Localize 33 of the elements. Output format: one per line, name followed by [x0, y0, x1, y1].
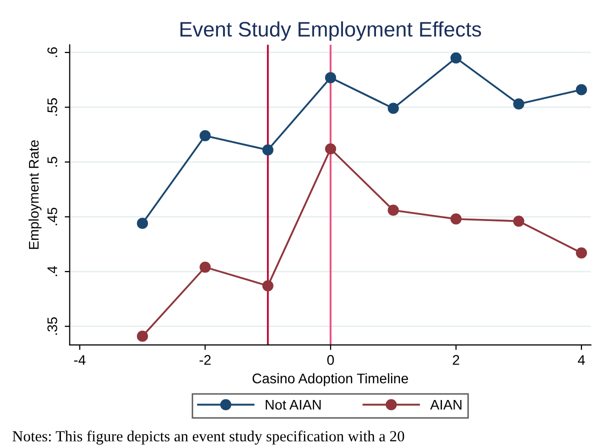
- point: [388, 102, 399, 114]
- text: Notes: This figure depicts an event study specification with a 20: [12, 430, 404, 445]
- x-tick-label: 0: [327, 355, 334, 365]
- legend-label: AIAN: [430, 400, 462, 410]
- y-tick-label: .6: [47, 47, 58, 57]
- point: [200, 262, 211, 273]
- x-tick-label: -2: [200, 355, 211, 365]
- x-tick-label: 4: [578, 355, 585, 365]
- legend-label: Not AIAN: [266, 400, 321, 410]
- y-tick-label: .55: [48, 98, 58, 116]
- x-tick-label: 2: [452, 355, 460, 365]
- point: [513, 216, 524, 227]
- point: [262, 280, 274, 292]
- point: [136, 330, 148, 342]
- y-tick-label: .4: [48, 266, 58, 276]
- y-tick-label: .45: [48, 208, 58, 226]
- point: [513, 98, 524, 110]
- point: [388, 204, 399, 216]
- x-axis-title: Casino Adoption Timeline: [252, 373, 408, 386]
- point: [576, 247, 587, 258]
- point: [325, 143, 336, 154]
- point: [262, 144, 274, 156]
- point: [450, 213, 462, 225]
- point: [576, 84, 587, 96]
- point: [325, 72, 336, 84]
- point: [136, 218, 148, 229]
- x-tick-label: -4: [74, 355, 86, 365]
- chart-title: Event Study Employment Effects: [180, 21, 482, 41]
- point: [200, 130, 211, 142]
- y-axis-title: Employment Rate: [28, 140, 42, 249]
- y-tick-label: .5: [48, 156, 58, 167]
- y-tick-label: .35: [47, 317, 58, 335]
- point: [450, 52, 462, 64]
